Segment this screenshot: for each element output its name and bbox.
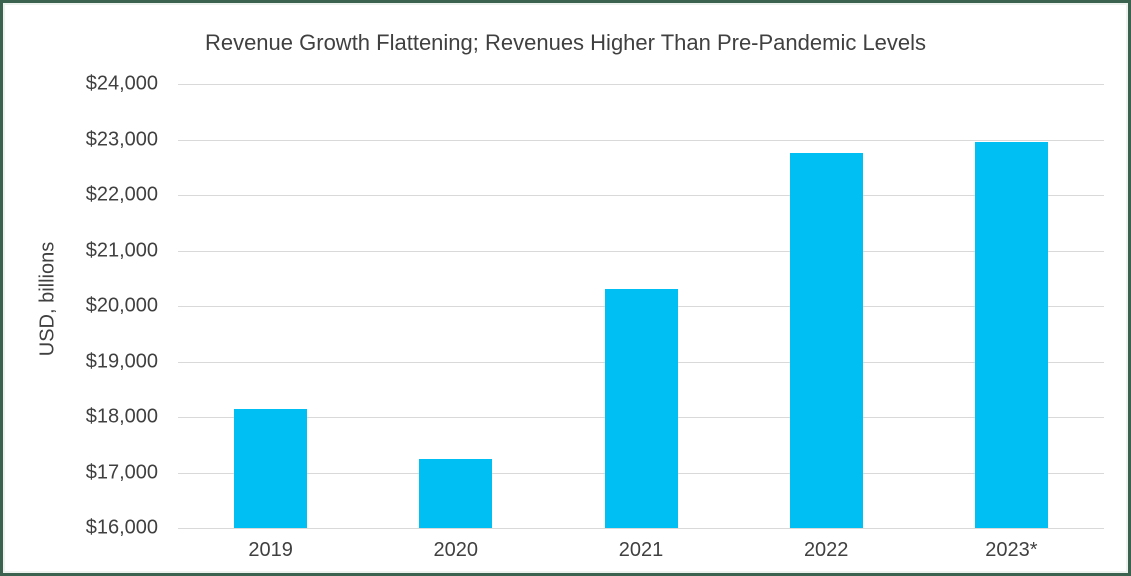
bar-2022 — [789, 153, 863, 528]
bar-2023* — [974, 142, 1048, 528]
y-tick-label: $17,000 — [85, 461, 158, 483]
y-tick-label: $19,000 — [85, 350, 158, 372]
y-tick-label: $20,000 — [85, 294, 158, 317]
chart-title: Revenue Growth Flattening; Revenues High… — [204, 30, 927, 55]
x-tick-label: 2020 — [433, 539, 479, 561]
y-tick-label: $22,000 — [85, 183, 158, 206]
x-tick-label: 2019 — [248, 539, 293, 561]
gridline — [178, 139, 1104, 141]
y-axis-title: USD, billions — [36, 241, 59, 357]
y-tick-label: $24,000 — [85, 72, 158, 95]
plot-area: $16,000 $17,000 $18,000 $19,000 $20,000 $21,0… — [86, 73, 1104, 561]
y-tick-label: $21,000 — [85, 239, 158, 261]
gridline — [178, 84, 1104, 85]
x-tick-label: 2023* — [985, 539, 1038, 561]
gridline — [178, 195, 1104, 196]
bar-2019 — [234, 408, 308, 528]
bar-2020 — [419, 458, 493, 528]
x-tick-label: 2021 — [618, 539, 664, 561]
bar-2021 — [604, 289, 678, 528]
y-tick-label: $16,000 — [85, 516, 158, 539]
gridline — [178, 528, 1104, 529]
y-tick-label: $23,000 — [85, 128, 158, 150]
x-tick-label: 2022 — [803, 539, 849, 561]
y-tick-label: $18,000 — [85, 405, 158, 428]
gridline — [178, 250, 1104, 252]
